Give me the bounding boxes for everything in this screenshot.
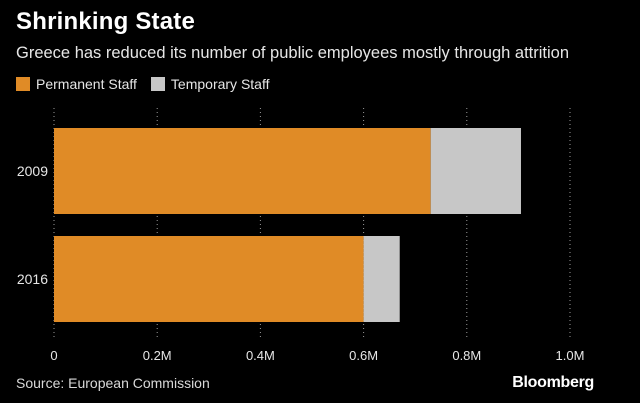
x-tick-label: 0 (50, 348, 57, 363)
legend-item-permanent: Permanent Staff (16, 76, 137, 92)
legend: Permanent Staff Temporary Staff (16, 76, 283, 92)
bar-temporary (363, 236, 400, 322)
x-tick-label: 0.2M (143, 348, 172, 363)
x-tick-label: 1.0M (556, 348, 585, 363)
bar-permanent (54, 236, 364, 322)
category-label: 2016 (17, 271, 48, 287)
bloomberg-logo: Bloomberg (512, 374, 594, 391)
x-tick-label: 0.4M (246, 348, 275, 363)
legend-label-temporary: Temporary Staff (170, 76, 270, 92)
legend-swatch-temporary (150, 77, 165, 91)
legend-item-temporary: Temporary Staff (150, 76, 270, 92)
legend-swatch-permanent (16, 77, 30, 91)
chart-subtitle: Greece has reduced its number of public … (16, 44, 570, 62)
bar-permanent (54, 128, 431, 214)
category-label: 2009 (17, 163, 48, 179)
x-tick-label: 0.6M (349, 348, 378, 363)
source-note: Source: European Commission (16, 375, 210, 391)
chart-title: Shrinking State (16, 8, 196, 35)
legend-label-permanent: Permanent Staff (36, 76, 137, 92)
x-tick-label: 0.8M (452, 348, 481, 363)
bar-temporary (430, 128, 521, 214)
